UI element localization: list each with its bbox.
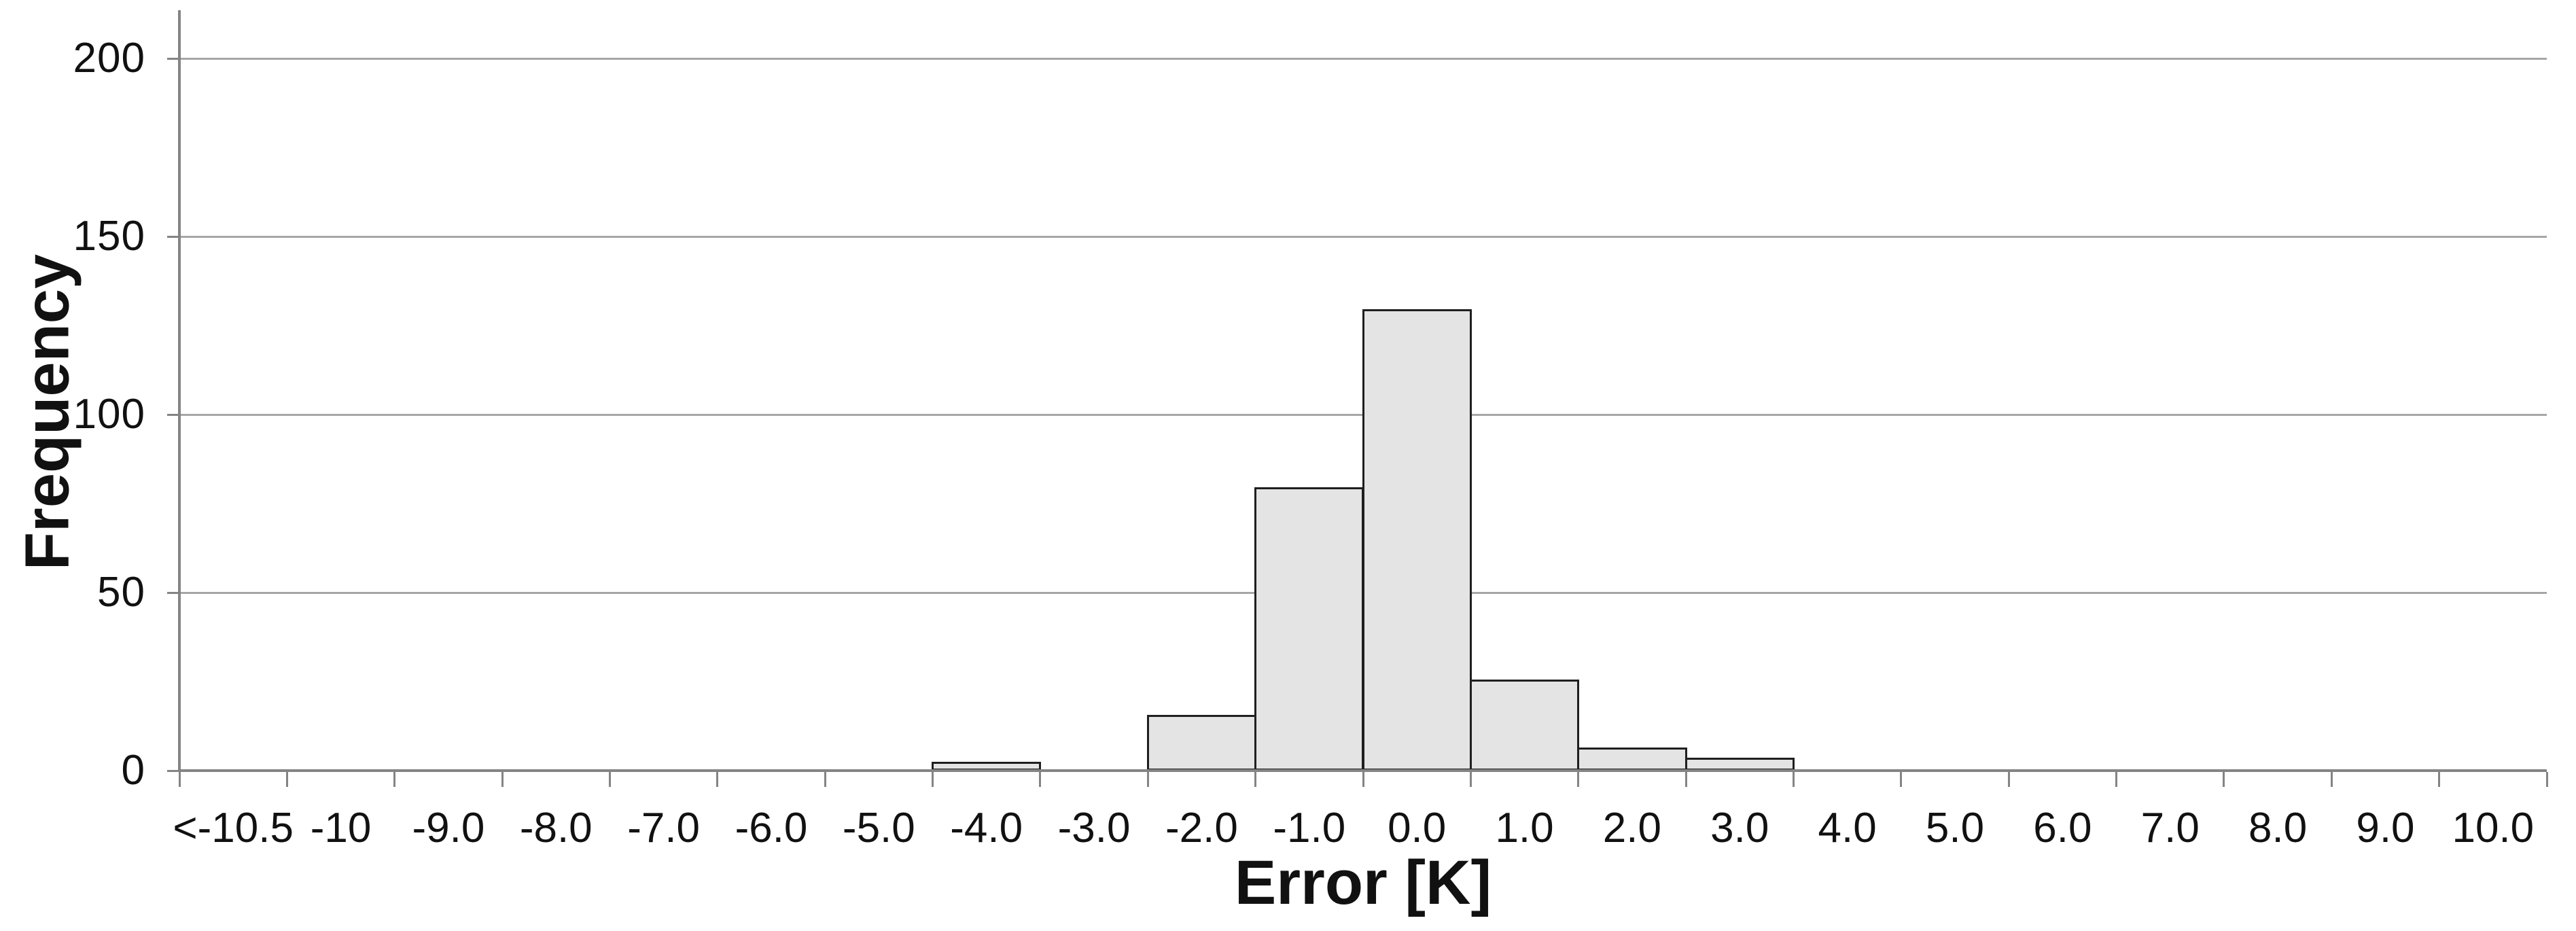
x-tick-label: -8.0 (519, 805, 593, 851)
x-axis-tick (178, 772, 181, 787)
histogram-bar (1362, 309, 1472, 771)
x-axis-title: Error [K] (1234, 848, 1492, 917)
x-tick-label: -1.0 (1273, 805, 1346, 851)
x-axis-tick (1900, 772, 1903, 787)
x-axis-tick (824, 772, 826, 787)
x-axis-tick (2007, 772, 2010, 787)
x-axis-tick (393, 772, 396, 787)
x-tick-label: -2.0 (1165, 805, 1238, 851)
x-tick-label: 3.0 (1710, 805, 1769, 851)
x-axis-tick (2223, 772, 2225, 787)
x-axis-tick (1039, 772, 1042, 787)
y-axis-tick (167, 235, 178, 238)
y-axis-tick (167, 591, 178, 594)
x-axis-tick (2545, 772, 2548, 787)
x-tick-label: 0.0 (1388, 805, 1447, 851)
gridline (179, 235, 2547, 238)
x-tick-label: 5.0 (1925, 805, 1985, 851)
y-axis-tick (167, 57, 178, 60)
x-tick-label: 6.0 (2033, 805, 2092, 851)
x-tick-label: -6.0 (735, 805, 808, 851)
x-axis-tick (1469, 772, 1472, 787)
x-tick-label: -7.0 (627, 805, 701, 851)
x-axis-tick (716, 772, 719, 787)
x-axis-tick (608, 772, 611, 787)
x-tick-label: -9.0 (412, 805, 485, 851)
x-axis-tick (501, 772, 504, 787)
x-tick-label: 8.0 (2248, 805, 2308, 851)
x-axis-tick (2330, 772, 2333, 787)
y-tick-label: 100 (73, 391, 145, 438)
x-axis-tick (1362, 772, 1364, 787)
x-tick-label: 1.0 (1495, 805, 1554, 851)
y-axis-tick (167, 769, 178, 772)
y-axis-title: Frequency (12, 253, 82, 571)
x-tick-label: 9.0 (2356, 805, 2415, 851)
x-axis-tick (2438, 772, 2441, 787)
y-axis-line (178, 10, 181, 772)
y-tick-label: 50 (97, 569, 145, 616)
x-tick-label: -4.0 (950, 805, 1023, 851)
gridline (179, 57, 2547, 60)
x-axis-tick (1254, 772, 1257, 787)
histogram-bar (1146, 715, 1257, 771)
x-tick-label: <-10.5 (173, 805, 294, 851)
x-axis-tick (932, 772, 934, 787)
x-axis-tick (1577, 772, 1580, 787)
x-tick-label: -5.0 (842, 805, 915, 851)
x-axis-tick (1684, 772, 1687, 787)
x-axis-tick (285, 772, 288, 787)
x-axis-tick (2115, 772, 2118, 787)
x-axis-line (179, 769, 2547, 772)
x-tick-label: -10 (310, 805, 372, 851)
x-tick-label: -3.0 (1057, 805, 1131, 851)
y-tick-label: 200 (73, 35, 145, 82)
x-tick-label: 7.0 (2140, 805, 2200, 851)
y-tick-label: 0 (121, 747, 145, 794)
y-tick-label: 150 (73, 213, 145, 260)
x-tick-label: 10.0 (2452, 805, 2535, 851)
y-axis-tick (167, 413, 178, 416)
x-axis-tick (1792, 772, 1795, 787)
x-tick-label: 4.0 (1818, 805, 1877, 851)
x-axis-tick (1146, 772, 1149, 787)
x-tick-label: 2.0 (1602, 805, 1661, 851)
